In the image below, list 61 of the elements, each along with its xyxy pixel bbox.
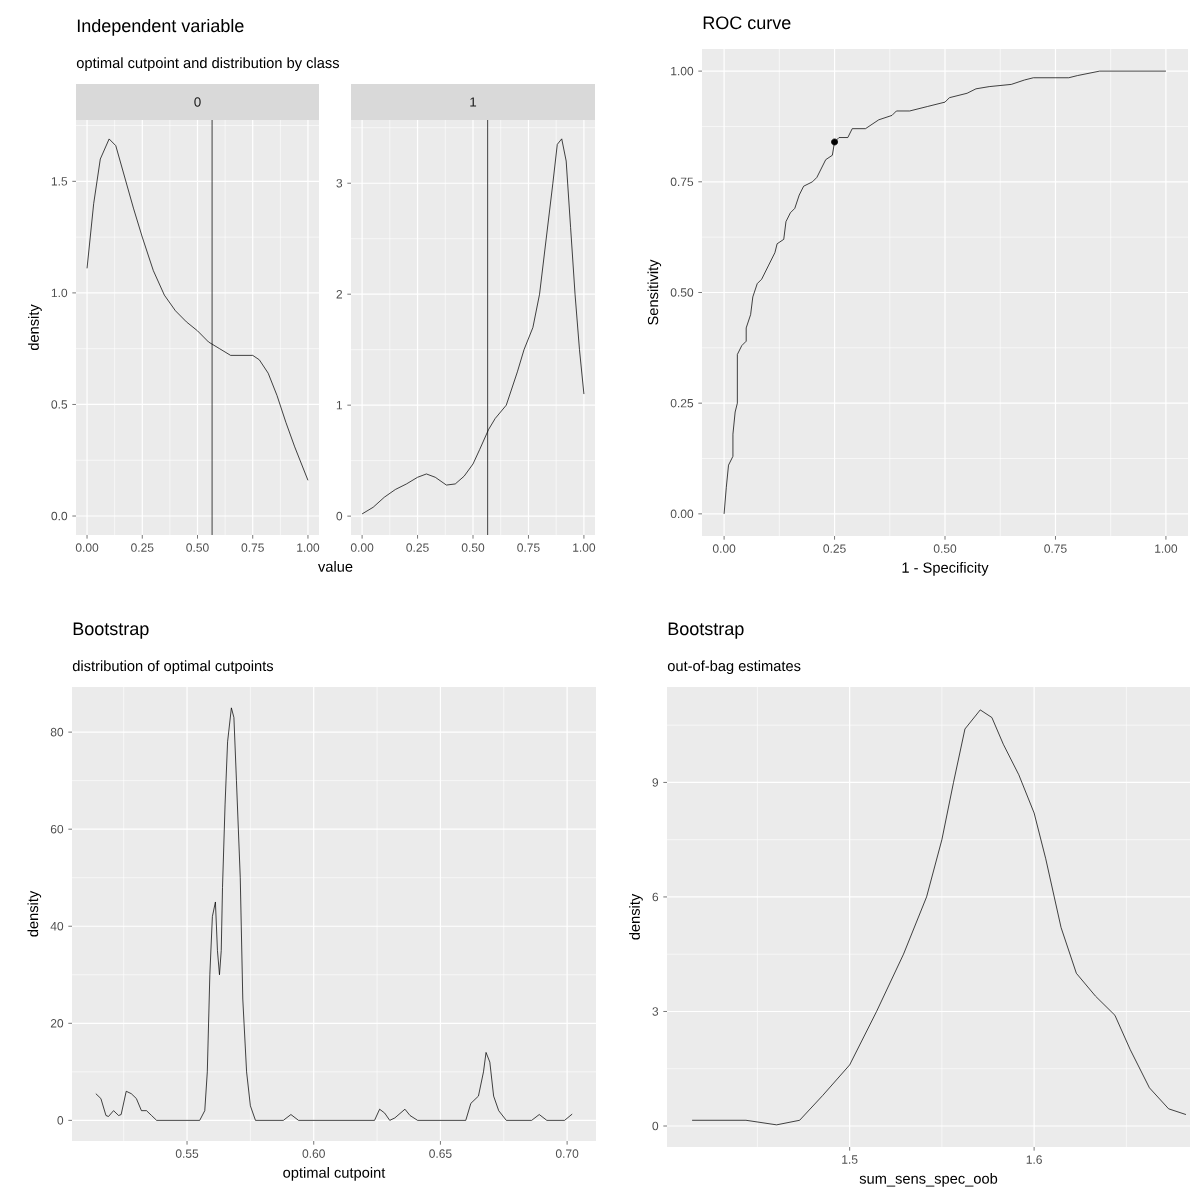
x-tick-label: 0.65 [429,1149,452,1158]
y-tick-label: 0.0 [51,511,68,521]
y-tick-label: 3 [652,1007,659,1016]
x-tick-label: 1.00 [1155,544,1178,553]
x-tick-label: 0.55 [175,1149,199,1158]
y-tick-label: 9 [652,778,659,787]
y-tick-label: 6 [652,892,659,902]
x-tick-label: 0.25 [823,544,846,553]
x-tick-label: 0.50 [186,543,209,552]
x-tick-label: 0.70 [555,1149,579,1158]
x-tick-label: 1.00 [573,543,596,552]
chart-title: Bootstrap [73,622,149,639]
y-tick-label: 1.00 [671,66,694,76]
x-axis-title: sum_sens_spec_oob [859,1173,998,1187]
y-tick-label: 1 [336,401,343,410]
y-axis-title: density [28,304,42,351]
chart-subtitle: out-of-bag estimates [667,660,801,675]
x-tick-label: 0.50 [461,543,485,552]
y-tick-label: 0 [57,1116,64,1125]
y-tick-label: 40 [50,921,64,931]
x-tick-label: 0.00 [712,544,736,553]
x-tick-label: 0.00 [350,543,374,552]
y-tick-label: 60 [50,824,64,834]
y-axis-title: density [629,893,643,940]
x-tick-label: 1.00 [297,543,320,552]
y-tick-label: 0.75 [670,177,694,187]
y-tick-label: 20 [50,1019,64,1028]
y-tick-label: 0.50 [670,288,694,297]
line-series [95,707,573,1121]
chart-title: ROC curve [703,16,791,30]
x-tick-label: 0.75 [241,543,264,552]
x-axis-title: 1 - Specificity [902,562,989,576]
y-tick-label: 0.25 [670,398,694,408]
y-tick-label: 1.5 [51,177,68,186]
text: 0 [194,97,201,107]
y-tick-label: 80 [50,727,64,737]
x-axis-title: optimal cutpoint [283,1167,386,1181]
x-tick-label: 0.25 [131,543,154,552]
x-tick-label: 0.25 [406,543,429,552]
y-axis-title: Sensitivity [647,259,662,325]
x-axis-title: value [318,561,353,572]
chart-title: Independent variable [77,18,244,36]
y-axis-title: density [27,890,42,937]
x-tick-label: 1.6 [1026,1155,1042,1164]
x-tick-label: 0.00 [75,543,99,552]
y-tick-label: 0.5 [51,400,68,409]
x-tick-label: 0.50 [933,544,957,553]
chart-title: Bootstrap [668,622,744,639]
line-series [691,709,1187,1126]
x-tick-label: 0.75 [1044,544,1067,553]
y-tick-label: 1.0 [51,288,68,298]
y-tick-label: 3 [336,178,343,188]
x-tick-label: 0.60 [302,1149,325,1158]
y-tick-label: 0 [652,1121,659,1131]
y-tick-label: 0.00 [670,509,694,519]
x-tick-label: 0.75 [517,543,540,552]
y-tick-label: 0 [336,511,343,521]
text: 1 [470,97,477,107]
y-tick-label: 2 [336,290,343,299]
chart-subtitle: distribution of optimal cutpoints [72,660,274,675]
chart-subtitle: optimal cutpoint and distribution by class [76,57,340,72]
